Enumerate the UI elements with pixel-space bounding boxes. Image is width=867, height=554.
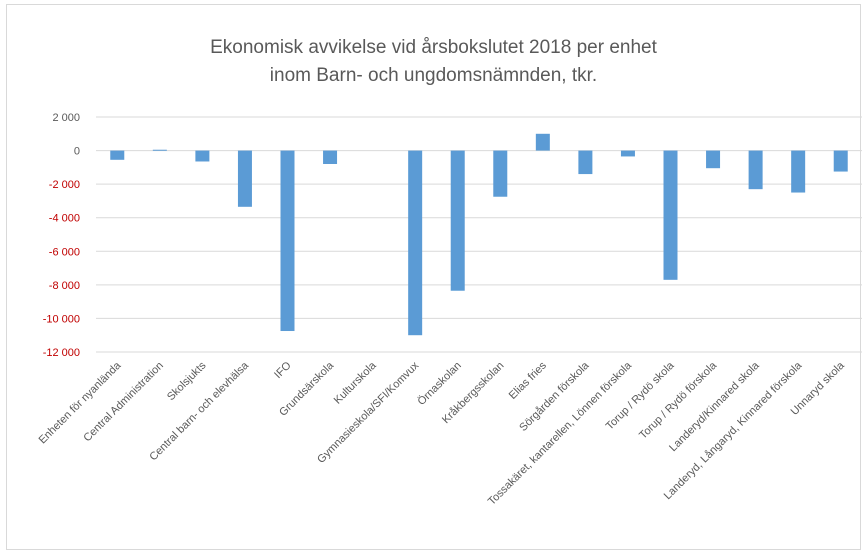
- bar: [620, 150, 635, 157]
- bar: [323, 150, 338, 164]
- bar: [195, 150, 210, 162]
- bar: [237, 150, 252, 207]
- bar: [493, 150, 508, 197]
- bar: [110, 150, 125, 160]
- gridlines: [96, 116, 862, 353]
- chart-title-line-2: inom Barn- och ungdomsnämnden, tkr.: [269, 65, 598, 86]
- y-tick-label: 0: [74, 146, 80, 158]
- bar: [833, 150, 848, 172]
- bar: [748, 150, 763, 190]
- y-tick-label: -8 000: [49, 280, 80, 292]
- x-tick-label: Enheten för nyanlända: [37, 359, 124, 446]
- chart-frame: [6, 4, 861, 550]
- bar: [408, 150, 423, 336]
- chart-title: Ekonomisk avvikelse vid årsbokslutet 201…: [0, 34, 867, 90]
- bar: [706, 150, 721, 169]
- y-tick-label: -2 000: [49, 179, 80, 191]
- chart-title-line-1: Ekonomisk avvikelse vid årsbokslutet 201…: [210, 37, 657, 58]
- x-tick-label: Torup / Rydö förskola: [637, 359, 720, 442]
- bar: [450, 150, 465, 291]
- y-tick-label: -10 000: [43, 313, 80, 325]
- bar: [152, 149, 167, 151]
- bar: [663, 150, 678, 280]
- y-tick-label: -12 000: [43, 347, 80, 359]
- x-tick-label: Elias fries: [507, 359, 550, 402]
- bar: [578, 150, 593, 175]
- x-tick-label: Central Administration: [81, 360, 166, 445]
- bar: [280, 150, 295, 332]
- bar: [791, 150, 806, 193]
- y-axis-labels: 2 000 0 -2 000 -4 000 -6 000 -8 000 -10 000 -12…: [43, 112, 80, 359]
- x-tick-label: IFO: [272, 359, 294, 381]
- x-tick-label: Skolsjukts: [165, 359, 209, 403]
- y-tick-label: -6 000: [49, 246, 80, 258]
- bar: [535, 133, 550, 151]
- y-tick-label: -4 000: [49, 213, 80, 225]
- bars: [110, 133, 848, 336]
- y-tick-label: 2 000: [52, 112, 80, 124]
